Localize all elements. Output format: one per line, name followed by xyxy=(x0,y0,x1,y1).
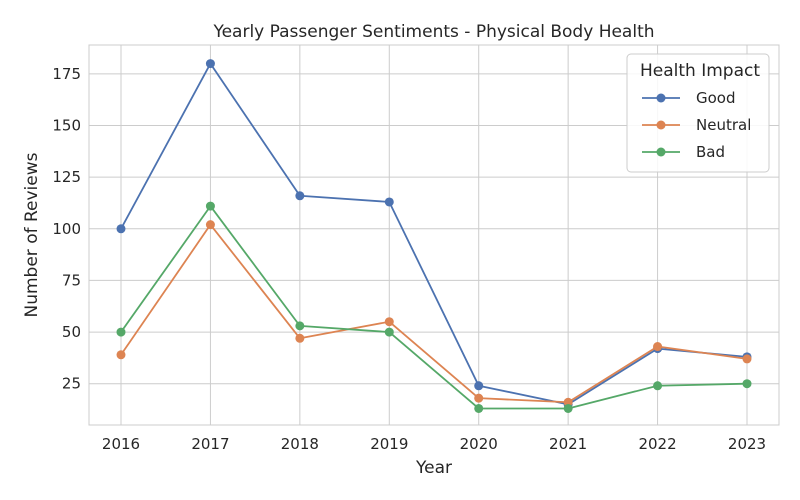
legend-label: Neutral xyxy=(696,116,751,134)
legend-marker xyxy=(656,147,666,157)
x-tick-label: 2018 xyxy=(281,435,319,453)
x-tick-labels: 2016 2017 2018 2019 2020 2021 2022 2023 xyxy=(102,435,766,453)
x-axis-label: Year xyxy=(415,458,452,478)
legend-item-good: Good xyxy=(642,89,736,107)
data-point xyxy=(653,381,663,391)
series-line xyxy=(120,223,748,404)
legend-item-bad: Bad xyxy=(642,143,725,161)
x-tick-label: 2022 xyxy=(638,435,676,453)
y-axis-label: Number of Reviews xyxy=(22,152,42,317)
y-tick-label: 125 xyxy=(52,168,81,186)
x-tick-label: 2021 xyxy=(549,435,587,453)
series-line xyxy=(120,205,748,410)
x-tick-label: 2017 xyxy=(191,435,229,453)
legend-marker xyxy=(656,120,666,130)
y-tick-label: 100 xyxy=(52,220,81,238)
series-layer xyxy=(116,59,752,413)
data-point xyxy=(474,381,484,391)
legend-items: Good Neutral Bad xyxy=(642,89,751,161)
x-tick-label: 2023 xyxy=(728,435,766,453)
data-point xyxy=(384,197,394,207)
y-tick-label: 75 xyxy=(62,271,81,289)
plot-frame xyxy=(88,44,780,426)
x-tick-label: 2016 xyxy=(102,435,140,453)
data-point xyxy=(384,327,394,337)
y-tick-label: 25 xyxy=(62,375,81,393)
y-tick-label: 175 xyxy=(52,65,81,83)
data-point xyxy=(384,317,394,327)
y-tick-label: 150 xyxy=(52,117,81,135)
data-point xyxy=(116,350,126,360)
data-point xyxy=(205,220,215,230)
series-line xyxy=(120,62,748,406)
data-point xyxy=(295,321,305,331)
legend-label: Good xyxy=(696,89,736,107)
data-point xyxy=(474,393,484,403)
legend: Health Impact Good Neutral Bad xyxy=(626,53,770,173)
y-tick-label: 50 xyxy=(62,323,81,341)
data-point xyxy=(653,342,663,352)
data-point xyxy=(563,397,573,407)
data-point xyxy=(295,191,305,201)
legend-label: Bad xyxy=(696,143,725,161)
data-point xyxy=(205,201,215,211)
data-point xyxy=(563,403,573,413)
legend-marker xyxy=(656,93,666,103)
legend-item-neutral: Neutral xyxy=(642,116,751,134)
series-neutral xyxy=(116,220,752,407)
legend-box xyxy=(626,53,770,173)
data-point xyxy=(205,59,215,69)
x-tick-label: 2020 xyxy=(460,435,498,453)
legend-title: Health Impact xyxy=(640,61,760,81)
data-point xyxy=(742,354,752,364)
data-point xyxy=(474,403,484,413)
data-point xyxy=(295,333,305,343)
chart-title: Yearly Passenger Sentiments - Physical B… xyxy=(212,22,654,42)
data-point xyxy=(116,327,126,337)
y-tick-labels: 25 50 75 100 125 150 175 xyxy=(52,65,81,393)
data-point xyxy=(116,224,126,234)
data-point xyxy=(742,379,752,389)
x-tick-label: 2019 xyxy=(370,435,408,453)
series-bad xyxy=(116,201,752,413)
